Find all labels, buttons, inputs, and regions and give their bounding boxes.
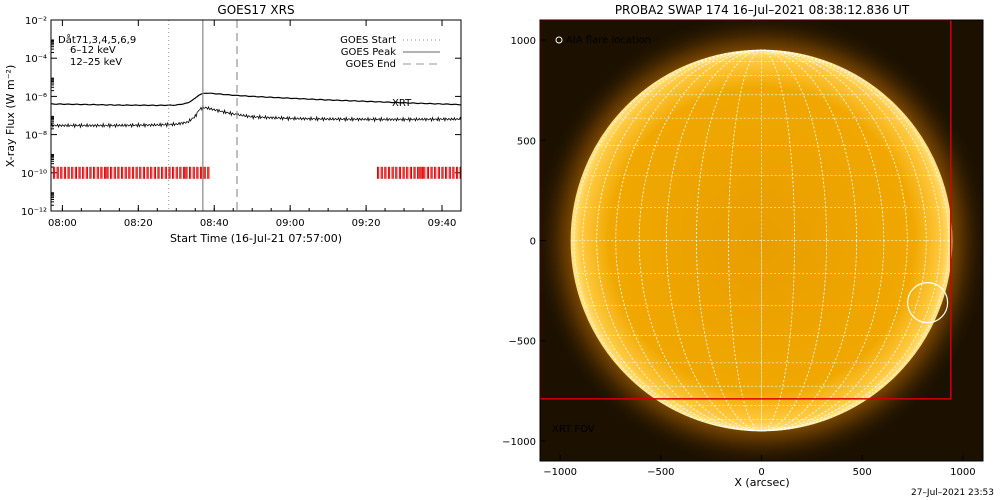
longitude-line [666,49,857,432]
footer-timestamp: 27–Jul–2021 23:53 [910,488,994,498]
heliographic-grid [570,49,953,432]
y-tick-label: 0 [530,237,536,248]
left-axis-ticks: 08:00 08:20 08:40 09:00 09:20 09:40 10⁻¹² 10⁻¹⁰… [21,16,462,229]
swap-solar-image: PROBA2 SWAP 174 16–Jul–2021 08:38:12.836… [502,3,984,489]
goes-event-markers [168,20,238,211]
left-y-axis-label: X-ray Flux (W m⁻²) [4,65,17,167]
xrt-fov-label: XRT FOV [552,424,595,435]
flux-curves [51,92,461,129]
flare-legend-label: AIA flare location [566,35,651,46]
xrt-coverage-bars [51,166,461,179]
x-tick-label: 09:20 [352,218,381,229]
info-line-6-12kev: 6–12 keV [70,45,116,56]
y-tick-label: 500 [517,136,536,147]
xrt-label: XRT [392,98,412,109]
x-tick-label: 500 [853,467,872,478]
flare-legend-icon [555,36,563,44]
y-tick-label: 10⁻⁴ [25,54,47,65]
y-tick-label: −500 [509,337,536,348]
info-line-datasets: Dåt71,3,4,5,6,9 [58,33,136,46]
right-x-axis-label: X (arcsec) [734,476,789,489]
x-tick-label: −500 [647,467,674,478]
legend-goes-end: GOES End [346,59,396,70]
x-tick-label: 0 [758,467,764,478]
x-tick-label: 1000 [950,467,975,478]
y-tick-label: 1000 [511,36,536,47]
xrt-fov-box [540,20,952,400]
x-tick-label: 08:00 [48,218,77,229]
flux-curve-short [51,104,461,129]
right-image-title: PROBA2 SWAP 174 16–Jul–2021 08:38:12.836… [615,3,910,17]
x-tick-label: −1000 [543,467,577,478]
y-tick-label: −1000 [502,437,536,448]
x-tick-label: 08:40 [200,218,229,229]
y-tick-label: 10⁻² [25,16,47,27]
right-axis-ticks: −1000 −500 0 500 1000 1000 500 0 −500 −1000 [502,36,975,478]
flux-curve-long [51,92,461,107]
left-x-axis-label: Start Time (16-Jul-21 07:57:00) [170,232,342,245]
left-plot-title: GOES17 XRS [217,3,294,17]
goes-xrs-plot: GOES17 XRS 08:00 08:20 08:40 09:00 09:20 09:4… [4,3,462,245]
y-tick-label: 10⁻¹⁰ [21,169,47,180]
y-tick-label: 10⁻¹² [21,207,47,218]
info-line-12-25kev: 12–25 keV [70,57,122,68]
y-tick-label: 10⁻⁶ [25,92,47,103]
x-tick-label: 09:00 [276,218,305,229]
legend-goes-start: GOES Start [340,35,396,46]
x-tick-label: 09:40 [428,218,457,229]
legend-goes-peak: GOES Peak [341,47,396,58]
longitude-line [573,49,950,432]
aia-flare-circle [907,282,949,324]
x-tick-label: 08:20 [124,218,153,229]
solar-image-area [540,20,983,461]
left-plot-frame [50,19,462,212]
goes-legend: GOES Start GOES Peak GOES End [340,35,440,70]
y-tick-label: 10⁻⁸ [25,131,47,142]
